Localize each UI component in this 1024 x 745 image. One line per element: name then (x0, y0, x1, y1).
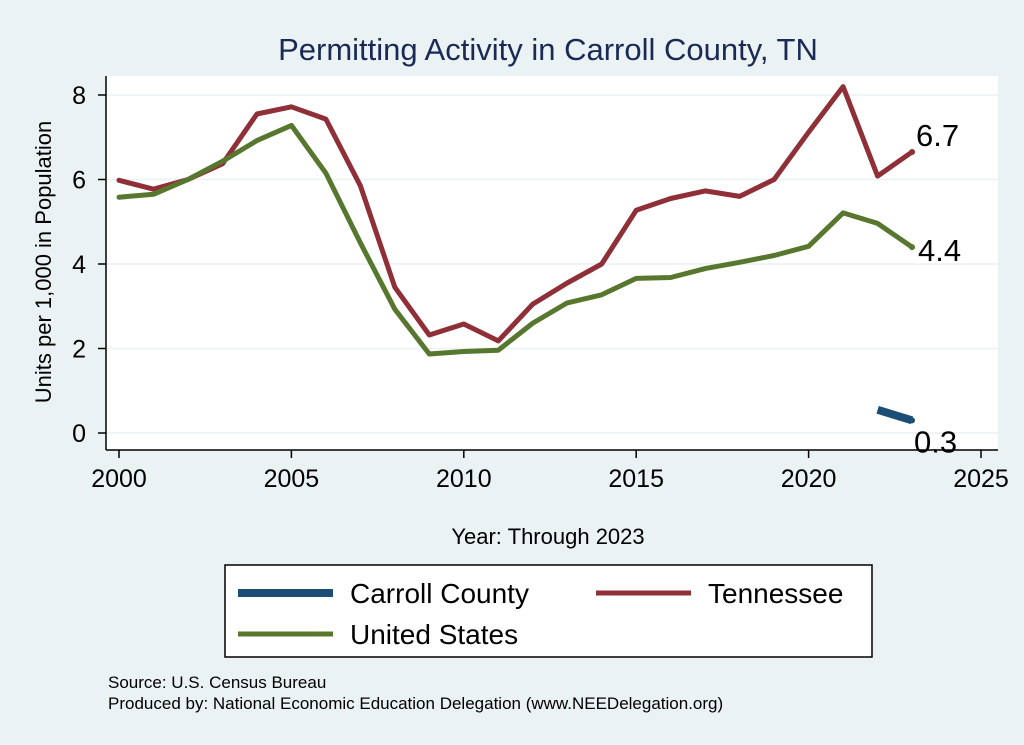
end-point-united-states (909, 244, 916, 251)
x-tick-label: 2020 (781, 465, 837, 493)
y-tick-label: 2 (72, 336, 86, 364)
chart-title: Permitting Activity in Carroll County, T… (278, 32, 818, 67)
producer-note: Produced by: National Economic Education… (108, 694, 723, 713)
y-tick-label: 6 (72, 167, 86, 195)
legend-label-tennessee: Tennessee (708, 578, 843, 609)
series-line-united-states (116, 122, 915, 357)
legend-label-united-states: United States (350, 619, 518, 650)
series-line-tennessee (116, 84, 915, 344)
x-tick-label: 2005 (264, 465, 320, 493)
end-point-carroll-county (909, 417, 916, 424)
axes: 0 2 4 6 8 2000 2005 2010 2015 2020 2025 (72, 76, 1009, 493)
x-axis-title: Year: Through 2023 (451, 524, 644, 549)
series-lines (116, 84, 916, 425)
y-tick-label: 4 (72, 251, 86, 279)
gridlines (106, 94, 998, 434)
x-tick-label: 2000 (91, 465, 147, 493)
end-label-tennessee: 6.7 (916, 118, 959, 153)
x-tick-label: 2025 (953, 465, 1009, 493)
y-tick-label: 8 (72, 82, 86, 110)
end-point-tennessee (909, 149, 916, 156)
series-line-carroll-county (876, 405, 914, 425)
plot-area (106, 76, 998, 450)
legend-label-carroll-county: Carroll County (350, 578, 529, 609)
x-tick-label: 2015 (608, 465, 664, 493)
end-label-united-states: 4.4 (918, 233, 961, 268)
end-labels: 0.3 6.7 4.4 (914, 118, 961, 459)
legend-box (224, 564, 873, 658)
y-tick-label: 0 (72, 420, 86, 448)
source-note: Source: U.S. Census Bureau (108, 673, 326, 692)
end-label-carroll-county: 0.3 (914, 424, 957, 459)
legend: Carroll County Tennessee United States (238, 578, 843, 650)
x-tick-label: 2010 (436, 465, 492, 493)
y-axis-title: Units per 1,000 in Population (31, 121, 56, 404)
